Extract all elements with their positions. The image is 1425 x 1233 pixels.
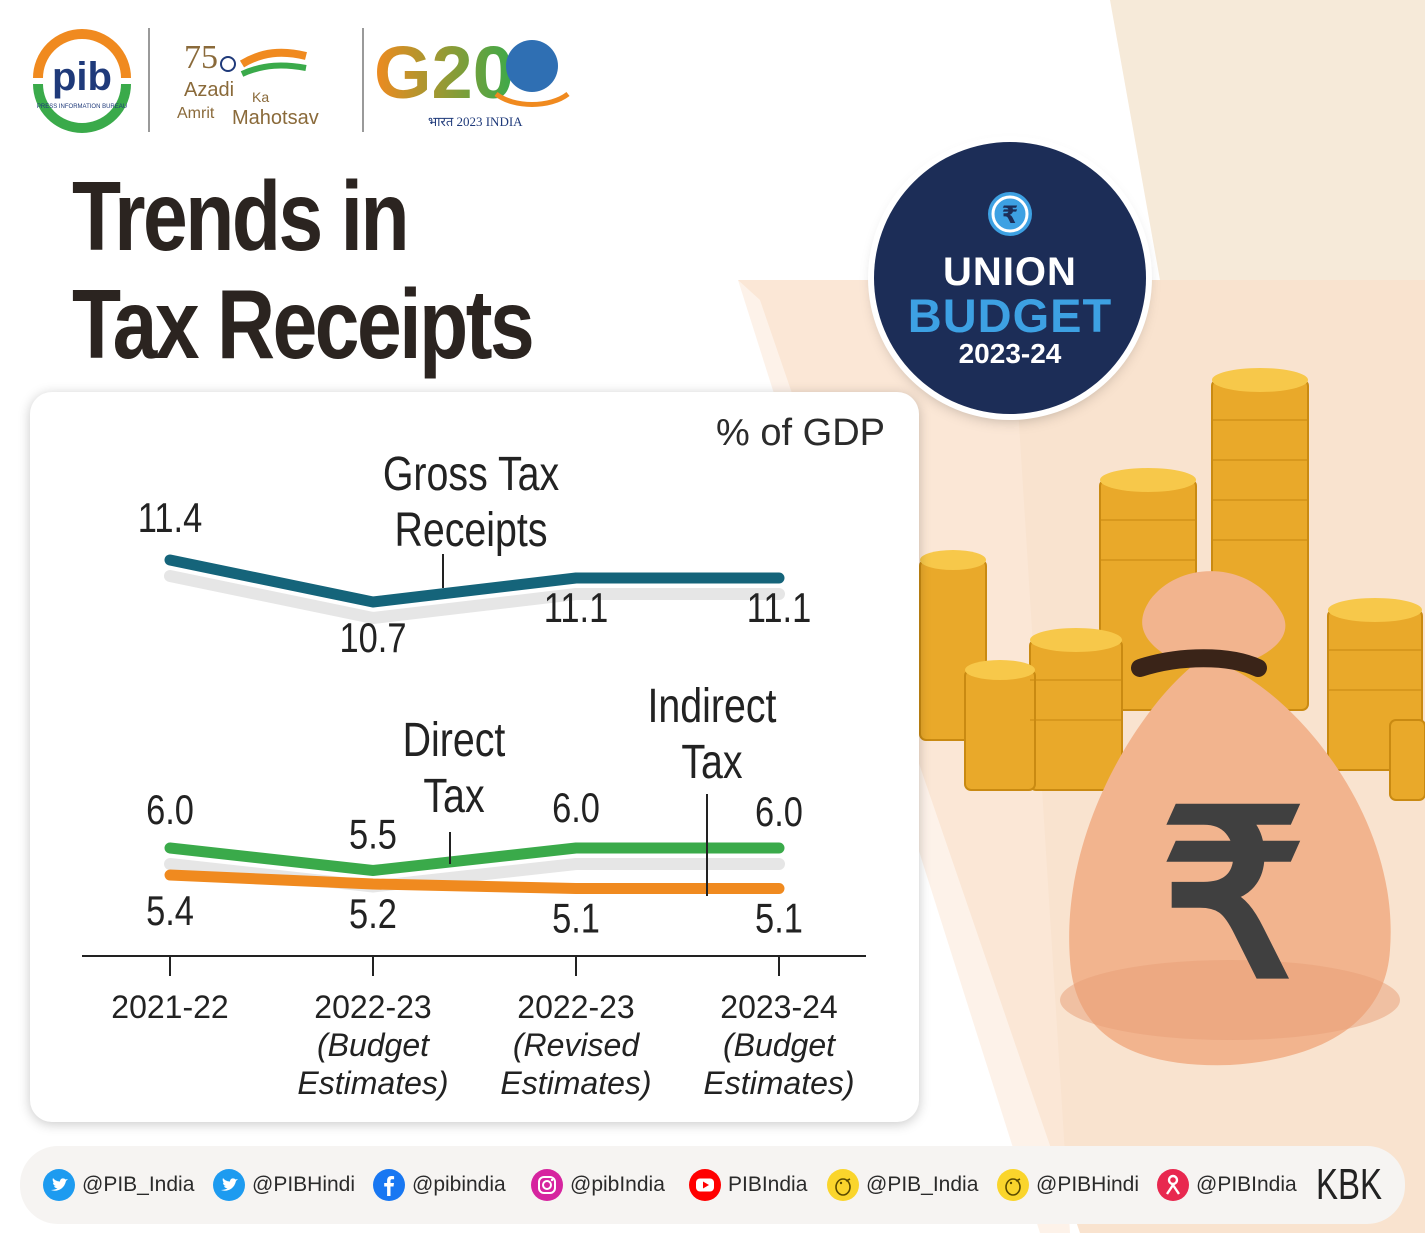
social-handle-sharechat[interactable]: @PIBIndia <box>1156 1168 1297 1202</box>
data-label: 11.1 <box>747 585 811 632</box>
social-handle-instagram[interactable]: @pibIndia <box>530 1168 665 1202</box>
twitter-icon <box>43 1169 75 1201</box>
data-label: 5.2 <box>349 891 397 938</box>
tax-receipts-line-chart: 2021-22 2022-23(BudgetEstimates)2022-23(R… <box>82 447 866 1101</box>
series-line <box>164 869 785 894</box>
koo-icon <box>997 1169 1029 1201</box>
akam-word-2: Ka <box>252 89 269 105</box>
data-label: 5.5 <box>349 811 397 858</box>
pib-logo: pib PRESS INFORMATION BUREAU <box>28 28 136 134</box>
unit-label: % of GDP <box>716 412 885 454</box>
handle-label: @PIBHindi <box>1036 1173 1140 1196</box>
x-tick-label: 2023-24 <box>720 989 837 1025</box>
social-handle-facebook[interactable]: @pibindia <box>372 1168 506 1202</box>
social-footer: @PIB_India @PIBHindi @pibindia @pibIndia… <box>20 1146 1405 1224</box>
signature: KBK <box>1316 1160 1383 1209</box>
pib-logo-text: pib <box>52 55 112 99</box>
x-tick-label: 2021-22 <box>111 989 228 1025</box>
handle-label: PIBIndia <box>728 1173 808 1196</box>
svg-text:₹: ₹ <box>1160 767 1306 1024</box>
x-tick-label: Estimates) <box>703 1065 854 1101</box>
series-label-indirect-tax: Tax <box>681 735 742 789</box>
handle-label: @pibindia <box>412 1173 506 1196</box>
sharechat-icon <box>1157 1169 1189 1201</box>
handle-label: @PIBHindi <box>252 1173 356 1196</box>
akam-number: 75 <box>184 39 218 76</box>
instagram-icon <box>531 1169 563 1201</box>
series-label-direct-tax: Direct <box>403 713 506 767</box>
g20-subtext: भारत 2023 INDIA <box>428 114 523 129</box>
azadi-ka-amrit-mahotsav-logo: 75 Azadi Ka Amrit Mahotsav <box>172 34 348 130</box>
series-label-gross-tax: Receipts <box>394 503 547 557</box>
handle-label: @PIBIndia <box>1196 1173 1297 1196</box>
data-label: 5.1 <box>755 895 803 942</box>
akam-word-4: Mahotsav <box>232 107 319 129</box>
data-label: 11.4 <box>138 495 202 542</box>
social-handle-twitter-hindi[interactable]: @PIBHindi <box>212 1168 355 1202</box>
g20-logo: G20 भारत 2023 INDIA <box>374 30 574 132</box>
title-line-2: Tax Receipts <box>72 269 535 379</box>
x-tick-label: Estimates) <box>500 1065 651 1101</box>
social-handle-twitter-english[interactable]: @PIB_India <box>42 1168 194 1202</box>
x-tick-label: (Budget <box>317 1027 430 1063</box>
badge-line-2: BUDGET <box>907 289 1113 342</box>
series-line <box>164 554 785 608</box>
akam-word-3: Amrit <box>177 105 215 122</box>
x-tick-label: (Revised <box>513 1027 640 1063</box>
badge-line-1: UNION <box>943 250 1077 294</box>
youtube-icon <box>689 1169 721 1201</box>
social-handle-koo-english[interactable]: @PIB_India <box>826 1168 978 1202</box>
handle-label: @PIB_India <box>866 1173 979 1196</box>
handle-label: @PIB_India <box>82 1173 195 1196</box>
x-tick-label: (Budget <box>723 1027 836 1063</box>
x-tick-label: 2022-23 <box>517 989 634 1025</box>
logo-divider <box>362 28 364 132</box>
title-line-1: Trends in <box>72 161 410 271</box>
twitter-icon <box>213 1169 245 1201</box>
data-label: 6.0 <box>552 785 600 832</box>
union-budget-badge: ₹ UNION BUDGET 2023-24 <box>874 142 1146 414</box>
x-tick-label: Estimates) <box>297 1065 448 1101</box>
koo-icon <box>827 1169 859 1201</box>
rupee-icon: ₹ <box>988 192 1032 236</box>
svg-text:₹: ₹ <box>1002 201 1019 229</box>
x-tick-label: 2022-23 <box>314 989 431 1025</box>
chart-card: % of GDP 2021-22 2022-23 (Budget Estimates)… <box>30 392 919 1122</box>
series-line <box>164 842 785 876</box>
pib-logo-subtext: PRESS INFORMATION BUREAU <box>37 104 127 110</box>
social-handle-koo-hindi[interactable]: @PIBHindi <box>996 1168 1139 1202</box>
data-label: 5.1 <box>552 895 600 942</box>
data-label: 6.0 <box>146 787 194 834</box>
facebook-icon <box>373 1169 405 1201</box>
series-label-direct-tax: Tax <box>423 769 484 823</box>
akam-word-1: Azadi <box>184 79 234 101</box>
series-label-indirect-tax: Indirect <box>647 679 776 733</box>
badge-line-3: 2023-24 <box>958 338 1062 369</box>
data-label: 6.0 <box>755 789 803 836</box>
data-label: 10.7 <box>339 615 406 662</box>
logo-divider <box>148 28 150 132</box>
series-label-gross-tax: Gross Tax <box>383 447 559 501</box>
series-shadow <box>164 570 785 624</box>
data-label: 11.1 <box>544 585 608 632</box>
social-handle-youtube[interactable]: PIBIndia <box>688 1168 807 1202</box>
page-title: Trends in Tax Receipts <box>72 161 535 379</box>
handle-label: @pibIndia <box>570 1173 665 1196</box>
data-label: 5.4 <box>146 888 194 935</box>
g20-text: G20 <box>374 31 514 114</box>
